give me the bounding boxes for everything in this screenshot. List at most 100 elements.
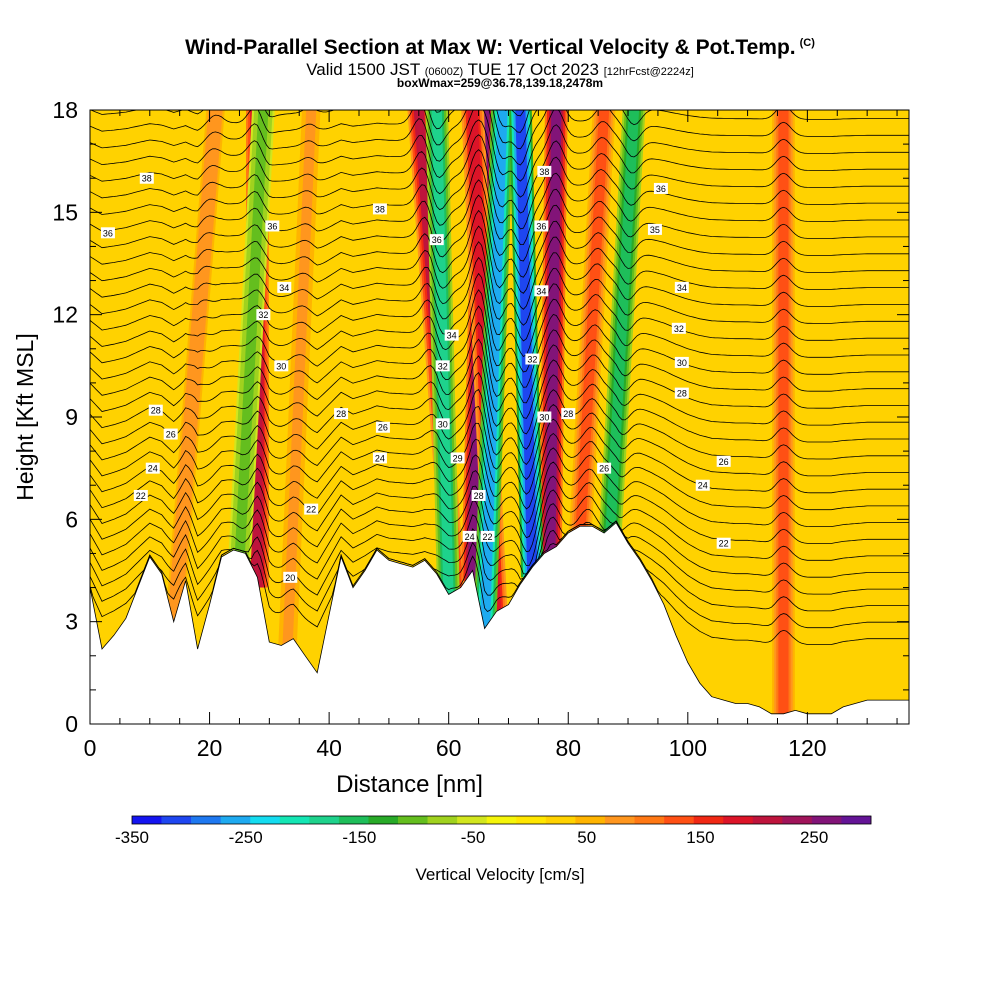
isentrope-line	[90, 194, 909, 278]
contour-label-text: 34	[536, 286, 546, 296]
colorbar-swatch	[427, 816, 458, 824]
contour-label: 20	[283, 571, 298, 583]
contour-label-text: 32	[674, 324, 684, 334]
x-tick-label: 20	[197, 735, 223, 761]
contour-label-box	[265, 220, 280, 232]
contour-label-box	[450, 452, 465, 464]
colorbar-swatch	[545, 816, 576, 824]
contour-label-box	[277, 281, 292, 293]
colorbar-frame	[131, 815, 872, 825]
contour-label-text: 34	[447, 331, 457, 341]
contour-label: 38	[372, 203, 387, 215]
colorbar-swatch	[368, 816, 399, 824]
isentrope-line	[90, 179, 909, 262]
contour-label-box	[537, 411, 552, 423]
contour-label-box	[561, 408, 576, 420]
isentrope-line	[90, 225, 909, 310]
y-tick-label: 15	[52, 199, 78, 225]
isentrope-line	[90, 289, 909, 373]
contour-label: 28	[334, 408, 349, 420]
contour-label: 28	[148, 404, 163, 416]
contour-label: 36	[534, 220, 549, 232]
y-tick-label: 0	[65, 711, 78, 737]
colorbar-swatch	[664, 816, 694, 824]
isentrope-line	[90, 516, 909, 612]
contour-label-box	[375, 421, 390, 433]
isentrope-line	[90, 110, 909, 166]
contour-label-text: 36	[432, 235, 442, 245]
colorbar-swatch	[309, 816, 340, 824]
contour-label-text: 22	[136, 491, 146, 501]
isentrope-line	[90, 503, 909, 595]
colorbar-swatch	[782, 816, 813, 824]
contour-label: 32	[435, 360, 450, 372]
isentrope-line	[90, 119, 909, 198]
colorbar-swatch	[693, 816, 724, 824]
colorbar: -350 -250 -150 -50 50 150 250 Vertical Velocity…	[115, 815, 872, 884]
updraft-band-8	[778, 110, 789, 724]
isentrope-line	[90, 475, 909, 561]
colorbar-tick-label: 50	[577, 828, 596, 847]
x-tick-label: 80	[555, 735, 581, 761]
contour-label: 34	[444, 329, 459, 341]
contour-label-text: 28	[563, 409, 573, 419]
isentrope-line	[434, 110, 530, 133]
contour-label: 22	[304, 503, 319, 515]
contour-label: 32	[671, 322, 686, 334]
colorbar-tick-label: -50	[461, 828, 486, 847]
x-tick-label: 40	[316, 735, 342, 761]
isentrope-line	[90, 461, 909, 544]
isentrope-line	[90, 209, 909, 294]
contour-label-text: 30	[438, 419, 448, 429]
contour-label-box	[674, 281, 689, 293]
contour-label-text: 34	[279, 283, 289, 293]
colorbar-tick-label: 150	[686, 828, 714, 847]
contour-label-text: 24	[698, 481, 708, 491]
isentrope-line	[90, 272, 909, 358]
contour-label-box	[716, 537, 731, 549]
colorbar-tick-label: -250	[229, 828, 263, 847]
colorbar-swatch	[220, 816, 251, 824]
contour-label-text: 20	[285, 573, 295, 583]
x-axis-label: Distance [nm]	[336, 771, 483, 798]
contour-label-box	[435, 418, 450, 430]
isentrope-line	[90, 489, 909, 578]
contour-label: 30	[537, 411, 552, 423]
contour-label: 22	[480, 530, 495, 542]
colorbar-swatch	[398, 816, 428, 824]
contour-label-text: 28	[151, 406, 161, 416]
contour-label-box	[163, 428, 178, 440]
colorbar-swatch	[161, 816, 192, 824]
contour-label-text: 22	[483, 532, 493, 542]
contour-label: 24	[462, 530, 477, 542]
colorbar-tick-label: -150	[342, 828, 376, 847]
x-tick-label: 60	[436, 735, 462, 761]
contour-label-text: 30	[677, 358, 687, 368]
colorbar-swatch	[191, 816, 221, 824]
contour-label: 36	[653, 182, 668, 194]
x-tick-label: 120	[788, 735, 826, 761]
contour-label-text: 38	[375, 204, 385, 214]
colorbar-swatch	[811, 816, 842, 824]
colorbar-swatch	[723, 816, 754, 824]
isentrope-line	[90, 110, 909, 150]
contour-label-box	[435, 360, 450, 372]
downdraft-band-4	[605, 110, 640, 539]
contour-label-box	[671, 322, 686, 334]
colorbar-swatch	[132, 816, 162, 824]
colorbar-swatch	[634, 816, 665, 824]
contour-label-text: 38	[142, 174, 152, 184]
contour-label-text: 30	[539, 413, 549, 423]
contour-label: 26	[163, 428, 178, 440]
contour-label: 28	[561, 408, 576, 420]
isentrope-line	[90, 447, 909, 527]
contour-label: 34	[534, 285, 549, 297]
contour-label-text: 28	[474, 491, 484, 501]
colorbar-swatch	[841, 816, 872, 824]
contour-label: 36	[265, 220, 280, 232]
y-tick-label: 9	[65, 404, 78, 430]
isentrope-line	[90, 388, 909, 465]
contour-label-text: 22	[719, 539, 729, 549]
